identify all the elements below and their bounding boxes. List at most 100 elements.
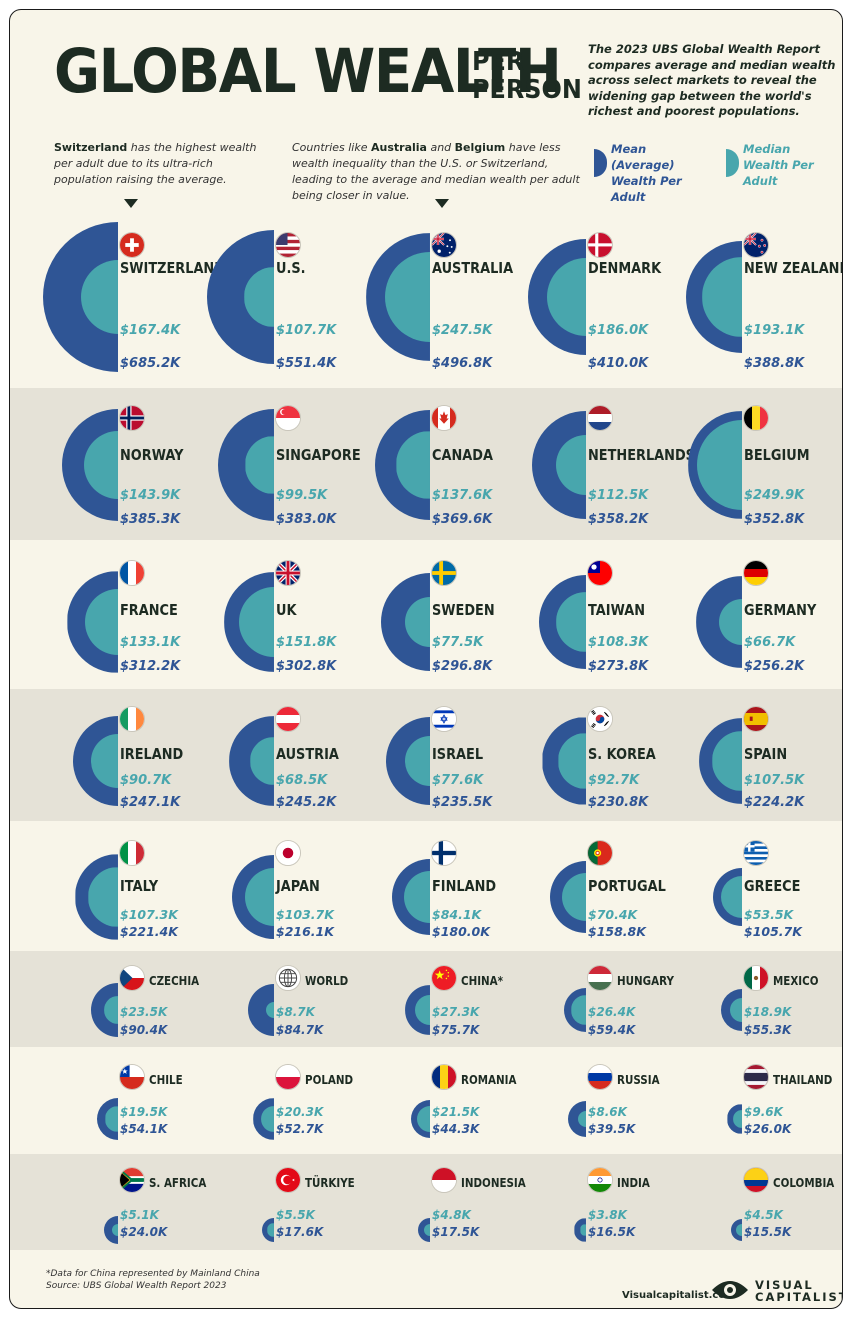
france-flag-icon bbox=[119, 560, 145, 586]
median-value-label: $112.5K bbox=[588, 488, 649, 503]
note-text: and bbox=[426, 141, 455, 154]
indonesia-flag-icon bbox=[431, 1167, 457, 1193]
median-value-label: $23.5K bbox=[120, 1005, 168, 1019]
taiwan-flag-icon bbox=[587, 560, 613, 586]
mean-value-label: $105.7K bbox=[744, 924, 802, 939]
median-wealth-semicircle-greece bbox=[721, 876, 743, 918]
median-value-label: $20.3K bbox=[276, 1105, 324, 1119]
mean-wealth-semicircle-switzerland bbox=[43, 222, 118, 372]
mean-value-label: $358.2K bbox=[588, 512, 649, 527]
mean-value-label: $44.3K bbox=[432, 1122, 480, 1136]
median-wealth-semicircle-t-rkiye bbox=[267, 1223, 274, 1237]
new-zealand-flag-icon bbox=[743, 232, 769, 258]
us-flag-icon bbox=[275, 232, 301, 258]
country-name-label: SWEDEN bbox=[432, 601, 495, 619]
country-name-label: JAPAN bbox=[276, 877, 320, 895]
median-wealth-semicircle-india bbox=[580, 1224, 586, 1236]
sweden-flag-icon bbox=[431, 560, 457, 586]
mean-value-label: $216.1K bbox=[276, 924, 334, 939]
mean-value-label: $369.6K bbox=[432, 512, 493, 527]
country-name-label: INDONESIA bbox=[461, 1176, 526, 1190]
mean-value-label: $39.5K bbox=[588, 1122, 636, 1136]
ireland-flag-icon bbox=[119, 706, 145, 732]
country-name-label: SPAIN bbox=[744, 745, 788, 763]
median-value-label: $18.9K bbox=[744, 1005, 792, 1019]
mean-wealth-semicircle-u-s bbox=[206, 229, 275, 365]
mean-value-label: $247.1K bbox=[120, 795, 181, 810]
median-value-label: $5.5K bbox=[276, 1208, 315, 1222]
country-name-label: NEW ZEALAND bbox=[744, 259, 843, 277]
mean-value-label: $224.2K bbox=[744, 795, 805, 810]
mean-value-label: $16.5K bbox=[588, 1225, 636, 1239]
median-value-label: $21.5K bbox=[432, 1105, 480, 1119]
thailand-flag-icon bbox=[743, 1064, 769, 1090]
country-name-label: AUSTRALIA bbox=[432, 259, 514, 277]
footer-domain[interactable]: Visualcapitalist.com bbox=[622, 1290, 736, 1301]
note-emphasis: Australia bbox=[371, 141, 427, 154]
median-value-label: $9.6K bbox=[744, 1105, 783, 1119]
mean-value-label: $273.8K bbox=[588, 659, 649, 674]
country-name-label: ROMANIA bbox=[461, 1073, 517, 1087]
country-name-label: SINGAPORE bbox=[276, 446, 361, 464]
legend-median-swatch bbox=[726, 149, 739, 177]
country-name-label: S. AFRICA bbox=[149, 1176, 207, 1190]
median-value-label: $103.7K bbox=[276, 907, 334, 922]
median-value-label: $84.1K bbox=[432, 907, 482, 922]
mexico-flag-icon bbox=[743, 965, 769, 991]
median-wealth-semicircle-indonesia bbox=[423, 1223, 431, 1237]
country-name-label: POLAND bbox=[305, 1073, 354, 1087]
mean-value-label: $17.5K bbox=[432, 1225, 480, 1239]
country-name-label: PORTUGAL bbox=[588, 877, 666, 895]
median-value-label: $143.9K bbox=[120, 488, 181, 503]
russia-flag-icon bbox=[587, 1064, 613, 1090]
country-name-label: THAILAND bbox=[773, 1073, 833, 1087]
denmark-flag-icon bbox=[587, 232, 613, 258]
median-value-label: $3.8K bbox=[588, 1208, 627, 1222]
infographic: GLOBAL WEALTH PER PERSON The 2023 UBS Gl… bbox=[9, 9, 843, 1309]
uk-flag-icon bbox=[275, 560, 301, 586]
median-value-label: $53.5K bbox=[744, 907, 794, 922]
japan-flag-icon bbox=[275, 840, 301, 866]
median-value-label: $137.6K bbox=[432, 488, 493, 503]
mean-wealth-semicircle-sweden bbox=[380, 572, 431, 672]
median-value-label: $19.5K bbox=[120, 1105, 168, 1119]
mean-value-label: $312.2K bbox=[120, 659, 181, 674]
legend-mean-label: Mean (Average) Wealth Per Adult bbox=[611, 142, 682, 204]
note-emphasis: Belgium bbox=[454, 141, 506, 154]
country-name-label: NETHERLANDS bbox=[588, 446, 695, 464]
median-value-label: $66.7K bbox=[744, 635, 796, 650]
mean-value-label: $383.0K bbox=[276, 512, 337, 527]
mean-value-label: $352.8K bbox=[744, 512, 805, 527]
legend-median-label: Median Wealth Per Adult bbox=[743, 142, 814, 188]
country-name-label: DENMARK bbox=[588, 259, 662, 277]
country-name-label: AUSTRIA bbox=[276, 745, 339, 763]
mean-wealth-semicircle-russia bbox=[567, 1100, 586, 1137]
median-wealth-semicircle-germany bbox=[718, 598, 743, 646]
netherlands-flag-icon bbox=[587, 405, 613, 431]
mean-value-label: $410.0K bbox=[588, 356, 649, 371]
south-africa-flag-icon bbox=[119, 1167, 145, 1193]
country-name-label: GREECE bbox=[744, 877, 801, 895]
india-flag-icon bbox=[587, 1167, 613, 1193]
median-value-label: $133.1K bbox=[120, 635, 181, 650]
colombia-flag-icon bbox=[743, 1167, 769, 1193]
median-value-label: $27.3K bbox=[432, 1005, 480, 1019]
country-name-label: ISRAEL bbox=[432, 745, 484, 763]
mean-value-label: $158.8K bbox=[588, 924, 646, 939]
mean-value-label: $685.2K bbox=[120, 356, 181, 371]
country-name-label: IRELAND bbox=[120, 745, 184, 763]
country-name-label: FINLAND bbox=[432, 877, 497, 895]
country-name-label: ITALY bbox=[120, 877, 159, 895]
mean-value-label: $52.7K bbox=[276, 1122, 324, 1136]
country-name-label: U.S. bbox=[276, 259, 306, 277]
country-name-label: COLOMBIA bbox=[773, 1176, 835, 1190]
mean-value-label: $17.6K bbox=[276, 1225, 324, 1239]
visual-capitalist-logo-icon bbox=[710, 1276, 750, 1304]
median-value-label: $90.7K bbox=[120, 773, 172, 788]
median-value-label: $193.1K bbox=[744, 323, 805, 338]
median-wealth-semicircle-austria bbox=[250, 737, 274, 785]
country-name-label: NORWAY bbox=[120, 446, 184, 464]
median-value-label: $107.5K bbox=[744, 773, 805, 788]
country-name-label: MEXICO bbox=[773, 974, 819, 988]
mean-value-label: $245.2K bbox=[276, 795, 337, 810]
